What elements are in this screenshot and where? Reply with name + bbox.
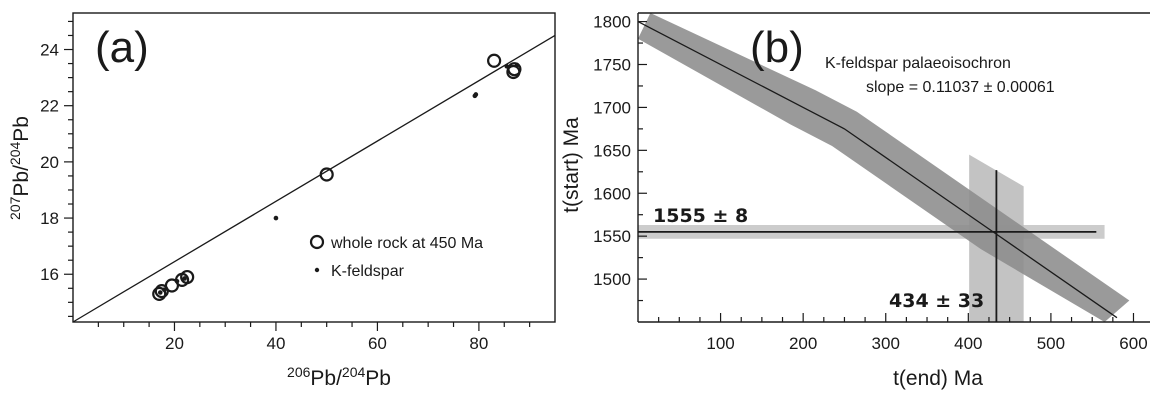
- panel-a-y-tick-label: 16: [40, 265, 59, 284]
- panel-b-y-axis-title: t(start) Ma: [560, 117, 583, 213]
- panel-a-scatter-plot: 20 40 60 80 16 18 20 22 24 (a) whole rock at 450…: [7, 12, 556, 390]
- whole-rock-point: [507, 62, 522, 77]
- palaeoisochron-slope: slope = 0.11037 ± 0.00061: [866, 79, 1055, 96]
- panel-b-label: (b): [750, 23, 804, 72]
- k-feldspar-point: [162, 287, 167, 292]
- panel-b-ticks: 100 200 300 400 500 600 1500 1550 1600 1650 1700 17…: [593, 13, 1147, 353]
- k-feldspar-point: [473, 92, 479, 97]
- palaeoisochron-title: K-feldspar palaeoisochron: [825, 55, 1011, 72]
- whole-rock-point: [180, 269, 195, 285]
- panel-a-y-tick-label: 22: [40, 97, 59, 116]
- whole-rock-point: [487, 53, 502, 68]
- panel-b-y-tick-label: 1750: [593, 56, 631, 75]
- panel-b-x-tick-label: 400: [954, 334, 982, 353]
- panel-a-label: (a): [95, 23, 149, 72]
- palaeoisochron-uncertainty-band: [638, 13, 1130, 322]
- panel-a-plot-frame: [72, 12, 556, 323]
- legend-whole-rock-label: whole rock at 450 Ma: [330, 235, 483, 252]
- panel-a-x-tick-label: 60: [368, 334, 387, 353]
- panel-a-x-tick-label: 20: [165, 334, 184, 353]
- panel-a-x-tick-label: 40: [266, 334, 285, 353]
- legend-dot-marker: [314, 267, 320, 273]
- panel-a-y-tick-label: 20: [40, 153, 59, 172]
- whole-rock-point: [152, 286, 167, 302]
- legend-open-circle-marker: [309, 234, 325, 250]
- panel-a-y-tick-label: 24: [40, 41, 59, 60]
- panel-b-x-tick-label: 500: [1037, 334, 1065, 353]
- panel-b-y-tick-label: 1700: [593, 98, 631, 117]
- panel-a-x-tick-label: 80: [469, 334, 488, 353]
- legend-k-feldspar-label: K-feldspar: [331, 263, 405, 280]
- panel-a-regression-line: [72, 34, 556, 323]
- k-feldspar-point: [174, 278, 180, 284]
- k-feldspar-point: [157, 290, 163, 295]
- panel-b-x-tick-label: 600: [1119, 334, 1147, 353]
- panel-a-x-axis-title: 206Pb/204Pb: [287, 364, 391, 390]
- t-start-estimate-label: 1555 ± 8: [653, 205, 748, 227]
- k-feldspar-point: [514, 62, 520, 68]
- panel-a-ticks: 20 40 60 80 16 18 20 22 24: [40, 20, 531, 353]
- whole-rock-point: [319, 167, 334, 182]
- panel-b-y-tick-label: 1800: [593, 13, 631, 32]
- t-end-estimate-label: 434 ± 33: [889, 290, 984, 312]
- panel-b-y-tick-label: 1600: [593, 184, 631, 203]
- panel-b-y-tick-label: 1500: [593, 270, 631, 289]
- panel-b-x-tick-label: 100: [706, 334, 734, 353]
- panel-b-palaeoisochron-plot: 100 200 300 400 500 600 1500 1550 1600 1650 1700 17…: [560, 12, 1150, 390]
- panel-b-x-tick-label: 200: [789, 334, 817, 353]
- k-feldspar-point: [504, 64, 510, 69]
- panel-b-x-tick-label: 300: [872, 334, 900, 353]
- k-feldspar-point: [273, 215, 279, 221]
- panel-a-legend: whole rock at 450 Ma K-feldspar: [309, 234, 483, 280]
- panel-b-y-tick-label: 1550: [593, 227, 631, 246]
- palaeoisochron-line: [637, 21, 1118, 319]
- panel-a-points: [152, 53, 522, 302]
- k-feldspar-point: [182, 276, 187, 281]
- panel-b-y-tick-label: 1650: [593, 141, 631, 160]
- panel-b-x-axis-title: t(end) Ma: [893, 367, 983, 390]
- panel-a-y-axis-title: 207Pb/204Pb: [7, 116, 33, 220]
- panel-a-y-tick-label: 18: [40, 209, 59, 228]
